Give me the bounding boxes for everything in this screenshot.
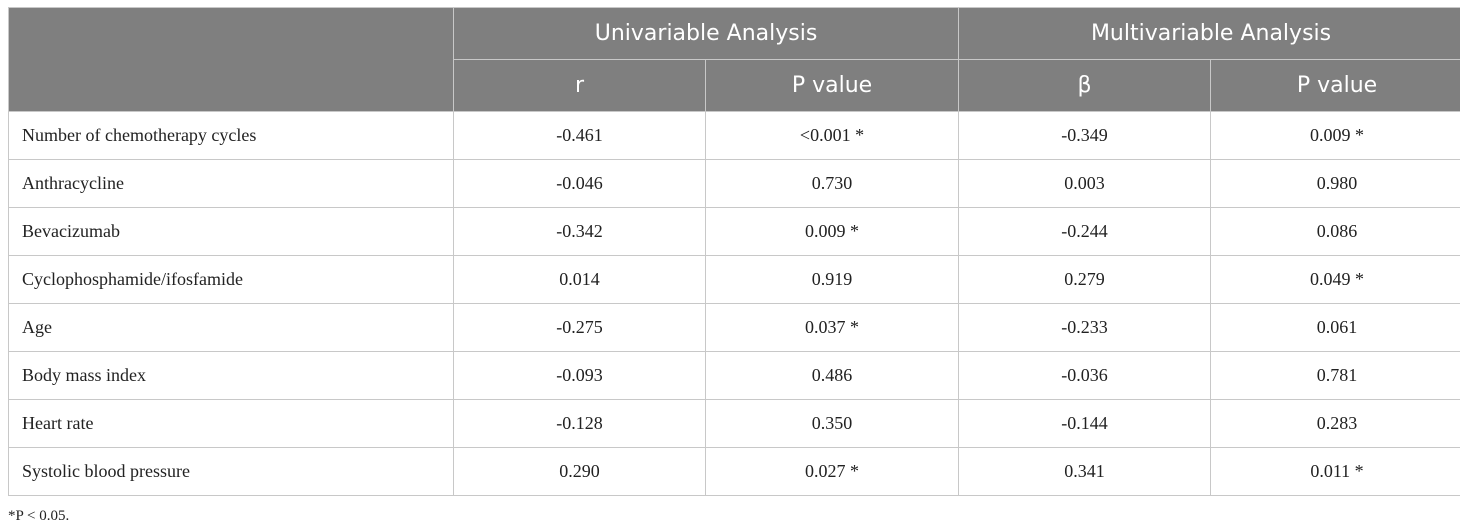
multivariable-p-cell: 0.781 <box>1210 351 1460 400</box>
variable-cell: Number of chemotherapy cycles <box>8 111 454 160</box>
univariable-p-cell: <0.001 * <box>704 111 960 160</box>
multivariable-p-cell: 0.049 * <box>1210 255 1460 304</box>
beta-cell: -0.144 <box>958 399 1212 448</box>
univariable-p-cell: 0.009 * <box>704 207 960 256</box>
table-row: Cyclophosphamide/ifosfamide 0.014 0.919 … <box>8 255 1460 304</box>
r-cell: 0.014 <box>453 255 706 304</box>
multivariable-p-cell: 0.283 <box>1210 399 1460 448</box>
multivariable-p-value-header: P value <box>1210 59 1460 112</box>
table-row: Anthracycline -0.046 0.730 0.003 0.980 <box>8 159 1460 208</box>
regression-table: Univariable Analysis Multivariable Analy… <box>8 7 1460 496</box>
variable-cell: Heart rate <box>8 399 454 448</box>
variable-cell: Cyclophosphamide/ifosfamide <box>8 255 454 304</box>
multivariable-p-cell: 0.011 * <box>1210 447 1460 496</box>
r-column-header: r <box>453 59 706 112</box>
beta-cell: -0.036 <box>958 351 1212 400</box>
univariable-p-cell: 0.486 <box>704 351 960 400</box>
beta-cell: -0.233 <box>958 303 1212 352</box>
univariable-p-cell: 0.037 * <box>704 303 960 352</box>
multivariable-p-cell: 0.061 <box>1210 303 1460 352</box>
r-cell: -0.461 <box>453 111 706 160</box>
table-body: Number of chemotherapy cycles -0.461 <0.… <box>8 111 1460 496</box>
variable-cell: Bevacizumab <box>8 207 454 256</box>
header-group-row: Univariable Analysis Multivariable Analy… <box>8 7 1460 112</box>
beta-cell: 0.341 <box>958 447 1212 496</box>
r-cell: -0.093 <box>453 351 706 400</box>
table-header: Univariable Analysis Multivariable Analy… <box>8 7 1460 112</box>
beta-cell: 0.003 <box>958 159 1212 208</box>
variable-cell: Anthracycline <box>8 159 454 208</box>
regression-table-container: Univariable Analysis Multivariable Analy… <box>8 7 1460 496</box>
beta-column-header: β <box>958 59 1212 112</box>
multivariable-group-header: Multivariable Analysis <box>958 7 1460 60</box>
table-row: Heart rate -0.128 0.350 -0.144 0.283 <box>8 399 1460 448</box>
table-row: Systolic blood pressure 0.290 0.027 * 0.… <box>8 447 1460 496</box>
variable-cell: Age <box>8 303 454 352</box>
table-footnote: *P < 0.05. <box>8 508 70 524</box>
multivariable-p-cell: 0.009 * <box>1210 111 1460 160</box>
r-cell: -0.128 <box>453 399 706 448</box>
table-row: Bevacizumab -0.342 0.009 * -0.244 0.086 <box>8 207 1460 256</box>
beta-cell: 0.279 <box>958 255 1212 304</box>
r-cell: -0.046 <box>453 159 706 208</box>
beta-cell: -0.244 <box>958 207 1212 256</box>
univariable-p-value-header: P value <box>704 59 960 112</box>
table-row: Number of chemotherapy cycles -0.461 <0.… <box>8 111 1460 160</box>
r-cell: -0.275 <box>453 303 706 352</box>
univariable-p-cell: 0.350 <box>704 399 960 448</box>
multivariable-p-cell: 0.086 <box>1210 207 1460 256</box>
variable-cell: Systolic blood pressure <box>8 447 454 496</box>
variable-header-cell <box>8 7 454 112</box>
variable-cell: Body mass index <box>8 351 454 400</box>
univariable-p-cell: 0.919 <box>704 255 960 304</box>
header-column-row: r P value β P value <box>9 59 1460 112</box>
beta-cell: -0.349 <box>958 111 1212 160</box>
r-cell: -0.342 <box>453 207 706 256</box>
univariable-p-cell: 0.027 * <box>704 447 960 496</box>
univariable-group-header: Univariable Analysis <box>452 7 960 60</box>
table-row: Body mass index -0.093 0.486 -0.036 0.78… <box>8 351 1460 400</box>
multivariable-p-cell: 0.980 <box>1210 159 1460 208</box>
r-cell: 0.290 <box>453 447 706 496</box>
table-row: Age -0.275 0.037 * -0.233 0.061 <box>8 303 1460 352</box>
univariable-p-cell: 0.730 <box>704 159 960 208</box>
